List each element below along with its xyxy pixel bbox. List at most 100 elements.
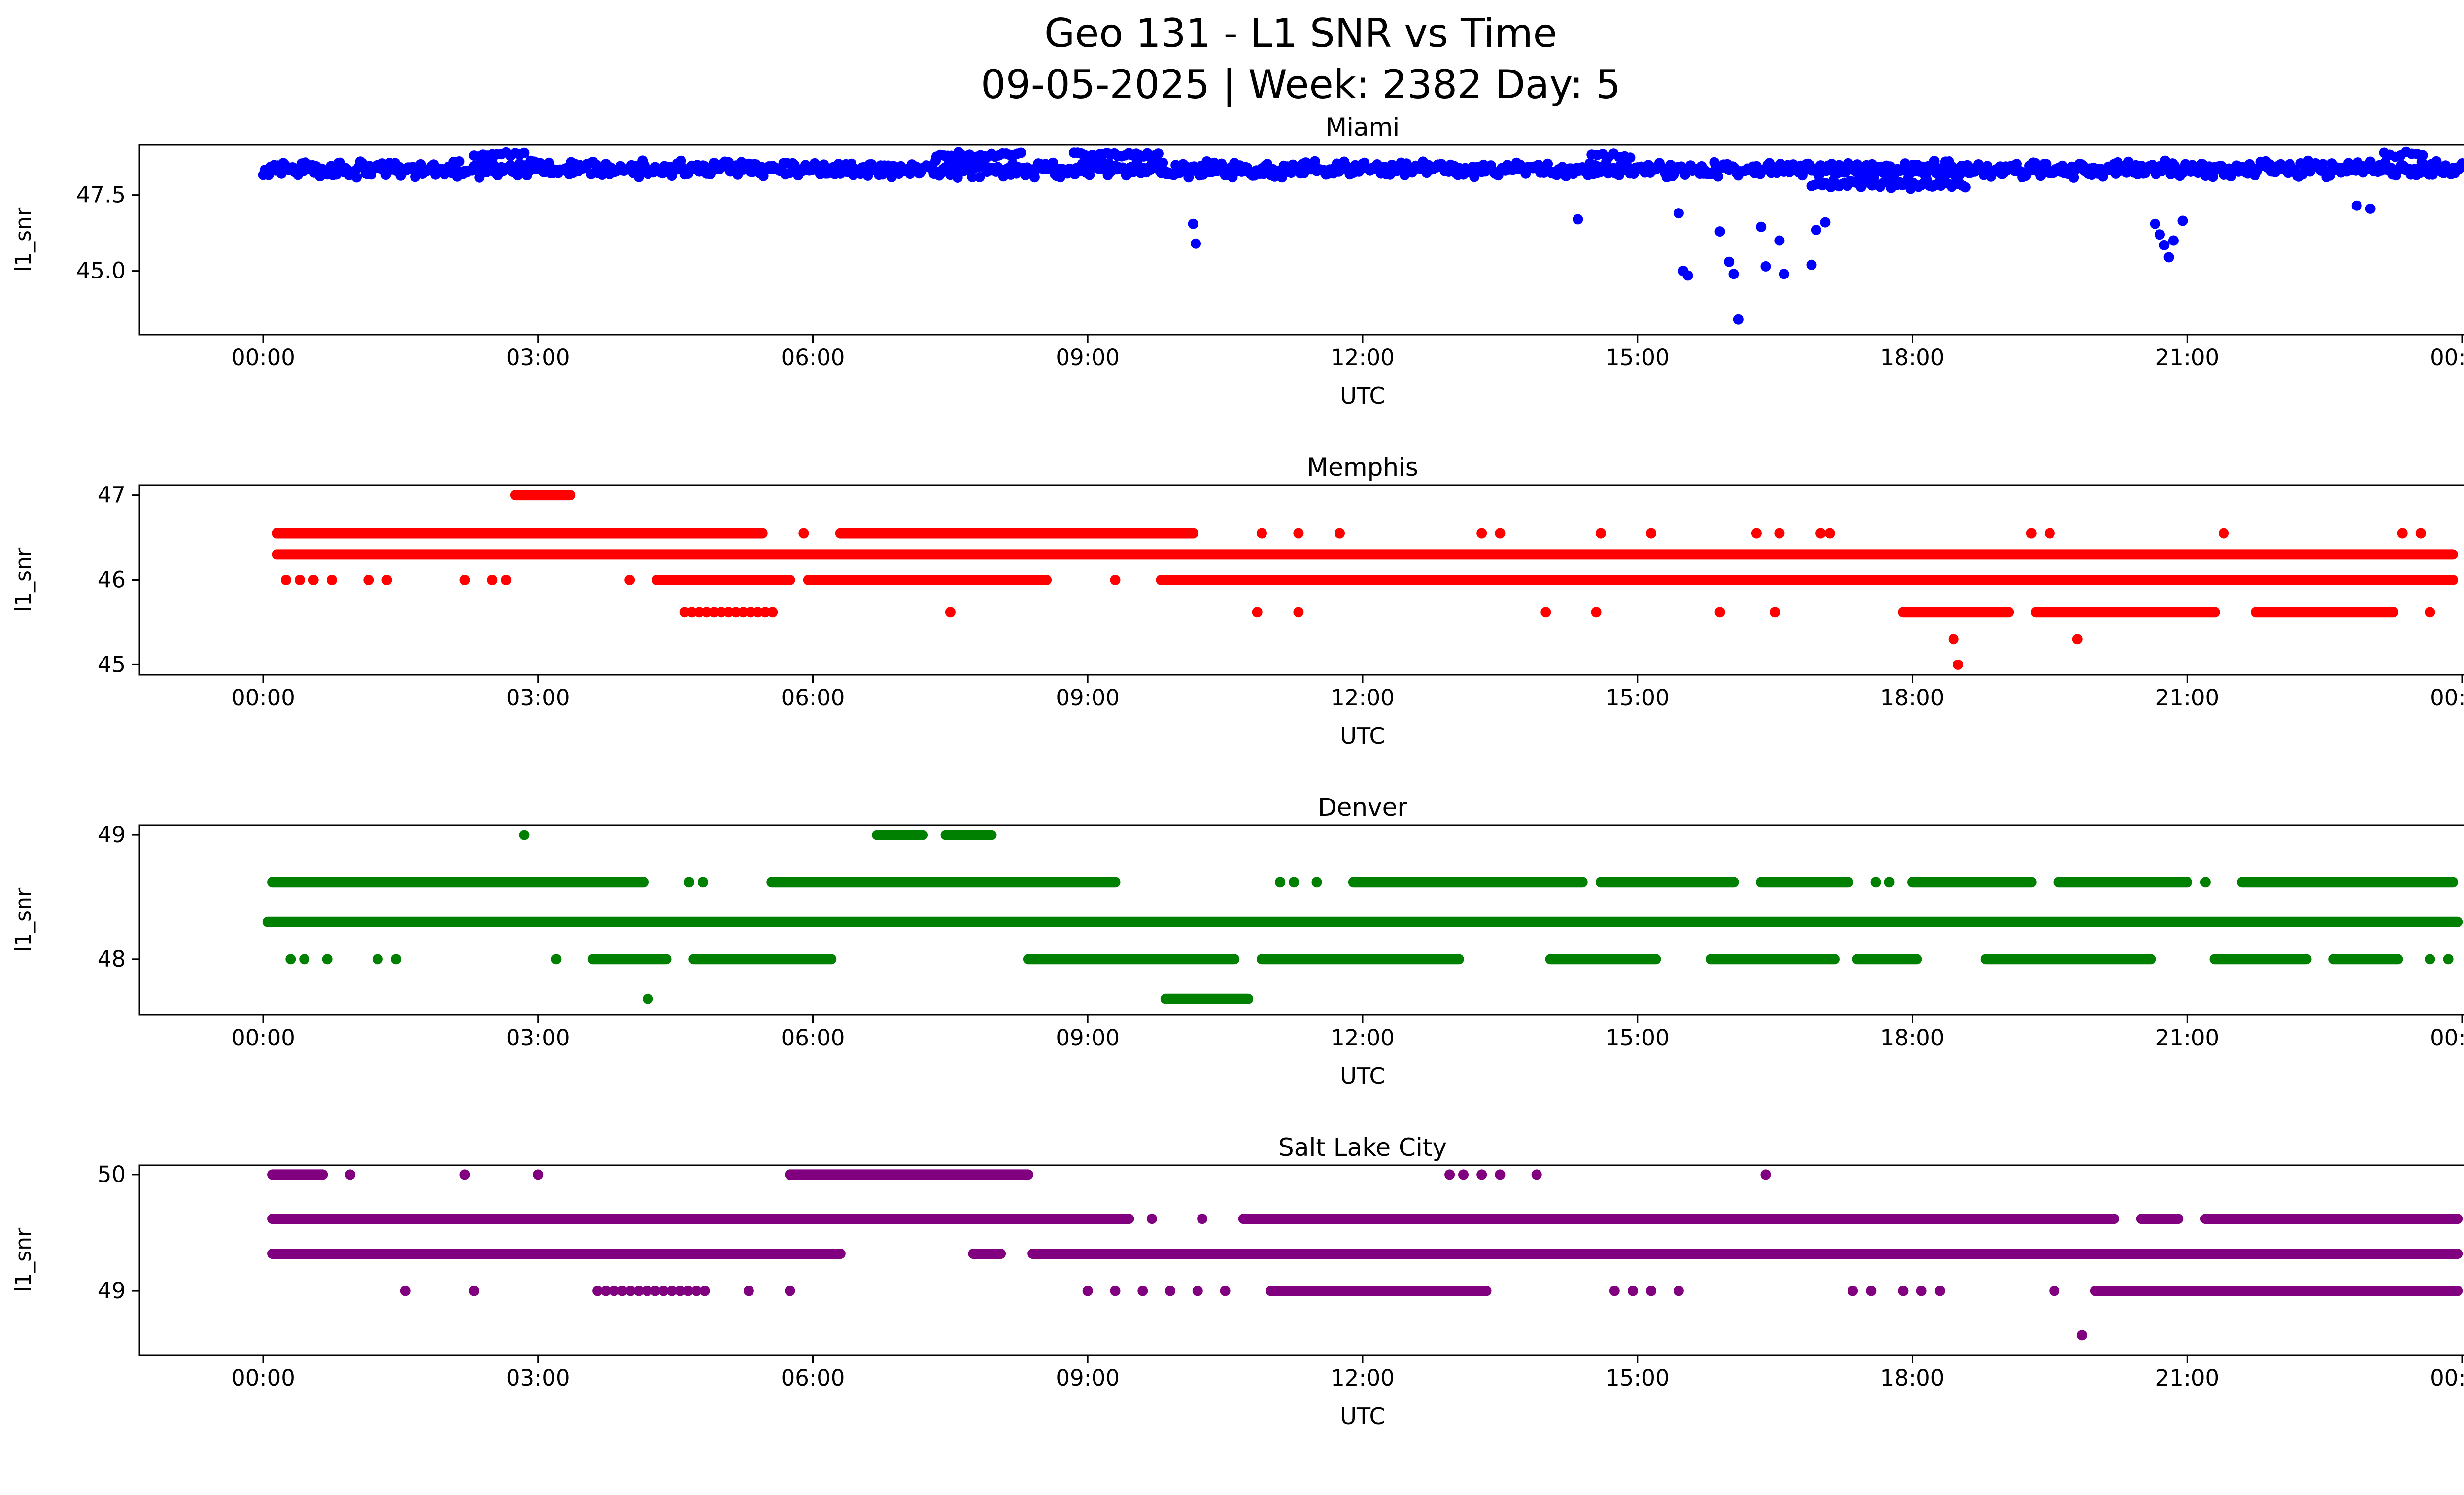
data-point — [322, 954, 333, 965]
data-point — [609, 1286, 619, 1296]
x-axis-label: UTC — [1340, 723, 1385, 749]
data-point — [1531, 1169, 1542, 1180]
data-point — [675, 1286, 685, 1296]
data-point — [1625, 152, 1636, 163]
y-axis-label: l1_snr — [11, 1227, 36, 1292]
data-point — [1191, 238, 1201, 249]
data-point — [281, 575, 291, 585]
figure-subtitle: 09-05-2025 | Week: 2382 Day: 5 — [981, 62, 1621, 107]
x-tick-label: 18:00 — [1881, 685, 1945, 711]
subplot-denver: Denver 00:00 03:00 06:00 09:00 12:00 15:00 18:… — [0, 791, 2464, 1131]
plot-salt-lake-city: 00:00 03:00 06:00 09:00 12:00 15:00 18:00 21:00… — [11, 1162, 2464, 1429]
data-point — [1110, 575, 1121, 585]
data-point — [2150, 218, 2160, 229]
data-point — [1197, 1214, 1208, 1224]
x-tick-label: 06:00 — [781, 685, 845, 711]
data-point — [1289, 877, 1300, 888]
data-point — [633, 1286, 644, 1296]
data-point — [738, 607, 749, 618]
x-tick-label: 21:00 — [2155, 1365, 2219, 1391]
y-tick-label: 49 — [98, 822, 126, 848]
data-point — [624, 575, 635, 585]
data-point — [2177, 215, 2188, 226]
data-point — [967, 172, 978, 182]
data-point — [699, 1286, 710, 1296]
data-point — [1591, 607, 1602, 618]
x-tick-label: 00:00 — [231, 345, 295, 371]
x-tick-label: 09:00 — [1056, 345, 1120, 371]
data-point — [1682, 270, 1693, 281]
data-point — [1960, 182, 1971, 193]
subplot-title-denver: Denver — [1318, 793, 1407, 822]
data-point — [1444, 1169, 1455, 1180]
data-point — [625, 1286, 636, 1296]
data-point — [745, 607, 756, 618]
x-tick-label: 12:00 — [1331, 685, 1395, 711]
x-tick-label: 00:00 — [231, 685, 295, 711]
data-point — [945, 607, 956, 618]
data-point — [1815, 528, 1826, 539]
data-point — [469, 1286, 479, 1296]
plot-denver: 00:00 03:00 06:00 09:00 12:00 15:00 18:00 21:00… — [11, 822, 2464, 1089]
data-point — [679, 607, 690, 618]
data-point — [1948, 634, 1959, 645]
data-point — [2026, 528, 2037, 539]
x-tick-label: 15:00 — [1606, 345, 1670, 371]
data-point — [2044, 528, 2055, 539]
data-point — [2207, 172, 2218, 182]
x-tick-label: 18:00 — [1881, 1025, 1945, 1051]
data-point — [683, 1286, 694, 1296]
x-tick-label: 06:00 — [781, 1025, 845, 1051]
data-point — [400, 1286, 411, 1296]
x-axis-label: UTC — [1340, 382, 1385, 409]
x-tick-label: 15:00 — [1606, 1025, 1670, 1051]
data-point — [643, 993, 653, 1004]
data-point — [1311, 877, 1322, 888]
y-tick-label: 47 — [98, 482, 126, 508]
data-point — [694, 607, 705, 618]
data-point — [2200, 877, 2211, 888]
x-tick-label: 12:00 — [1331, 345, 1395, 371]
x-tick-label: 12:00 — [1331, 1025, 1395, 1051]
data-point — [1774, 235, 1785, 246]
data-point — [1257, 528, 1267, 539]
data-point — [1029, 172, 1040, 183]
data-point — [1252, 607, 1263, 618]
data-point — [709, 607, 719, 618]
data-point — [974, 172, 985, 182]
data-point — [1724, 256, 1735, 267]
data-point — [1774, 528, 1785, 539]
data-point — [2417, 150, 2428, 161]
data-point — [1016, 147, 1026, 158]
data-point — [1820, 217, 1831, 228]
data-point — [1884, 877, 1895, 888]
data-point — [2068, 172, 2079, 183]
data-point — [2077, 1330, 2087, 1341]
subplot-miami: Miami 00:00 03:00 06:00 09:00 12:00 15:00 18:0… — [0, 110, 2464, 451]
data-point — [633, 172, 644, 182]
x-tick-label: 21:00 — [2155, 1025, 2219, 1051]
data-point — [2443, 954, 2454, 965]
y-tick-label: 47.5 — [76, 182, 126, 208]
x-tick-label: 15:00 — [1606, 1365, 1670, 1391]
subplot-title-miami: Miami — [1325, 113, 1400, 141]
x-tick-label: 03:00 — [506, 1025, 570, 1051]
data-point — [1609, 1286, 1620, 1296]
data-point — [1870, 877, 1881, 888]
data-point — [767, 607, 778, 618]
data-point — [1293, 607, 1304, 618]
data-point — [2325, 170, 2335, 181]
data-point — [592, 1286, 603, 1296]
data-point — [1806, 259, 1817, 270]
x-tick-label: 06:00 — [781, 1365, 845, 1391]
data-point — [351, 172, 362, 183]
data-point — [1916, 1286, 1927, 1296]
data-point — [2351, 200, 2362, 211]
y-tick-label: 48 — [98, 946, 126, 972]
data-point — [617, 1286, 628, 1296]
data-point — [1770, 607, 1780, 618]
subplot-title-salt-lake-city: Salt Lake City — [1278, 1133, 1447, 1162]
data-point — [519, 830, 530, 840]
data-point — [454, 156, 465, 167]
